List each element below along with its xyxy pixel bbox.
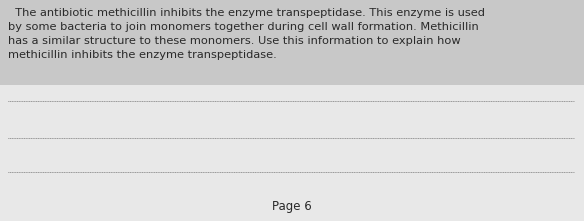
Text: methicillin inhibits the enzyme transpeptidase.: methicillin inhibits the enzyme transpep…: [8, 50, 277, 60]
Text: Page 6: Page 6: [272, 200, 312, 213]
Bar: [0, 85, 584, 221]
Text: by some bacteria to join monomers together during cell wall formation. Methicill: by some bacteria to join monomers togeth…: [8, 22, 479, 32]
Text: has a similar structure to these monomers. Use this information to explain how: has a similar structure to these monomer…: [8, 36, 461, 46]
Text: The antibiotic methicillin inhibits the enzyme transpeptidase. This enzyme is us: The antibiotic methicillin inhibits the …: [8, 8, 485, 18]
